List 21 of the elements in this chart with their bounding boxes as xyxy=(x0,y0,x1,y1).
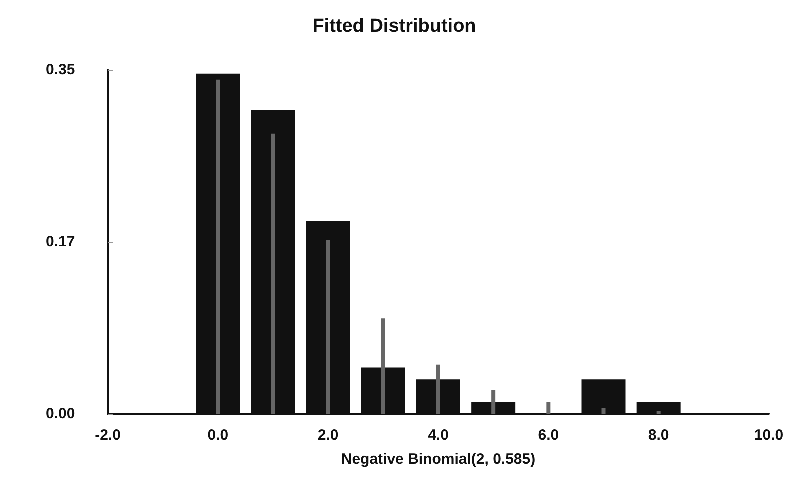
y-tick-label: 0.35 xyxy=(46,62,76,78)
bar xyxy=(546,402,551,414)
bar xyxy=(436,364,440,414)
y-tick-label: 0.00 xyxy=(46,406,76,422)
x-tick-label: -2.0 xyxy=(95,427,121,444)
bar xyxy=(326,240,330,414)
bar xyxy=(381,318,386,414)
y-tick-label: 0.17 xyxy=(46,234,76,250)
x-tick-label: 6.0 xyxy=(538,427,560,444)
x-tick-label: 8.0 xyxy=(648,427,670,444)
x-tick-label: 10.0 xyxy=(754,427,784,444)
x-tick-label: 0.0 xyxy=(208,427,229,444)
bar xyxy=(492,390,496,414)
x-tick-label: 4.0 xyxy=(428,427,449,444)
bar xyxy=(602,408,606,414)
x-axis-title: Negative Binomial(2, 0.585) xyxy=(341,451,536,468)
x-tick-label: 2.0 xyxy=(318,427,339,444)
chart-title: Fitted Distribution xyxy=(312,16,476,37)
bar xyxy=(216,80,220,414)
bar xyxy=(271,134,276,414)
bar xyxy=(656,411,661,414)
